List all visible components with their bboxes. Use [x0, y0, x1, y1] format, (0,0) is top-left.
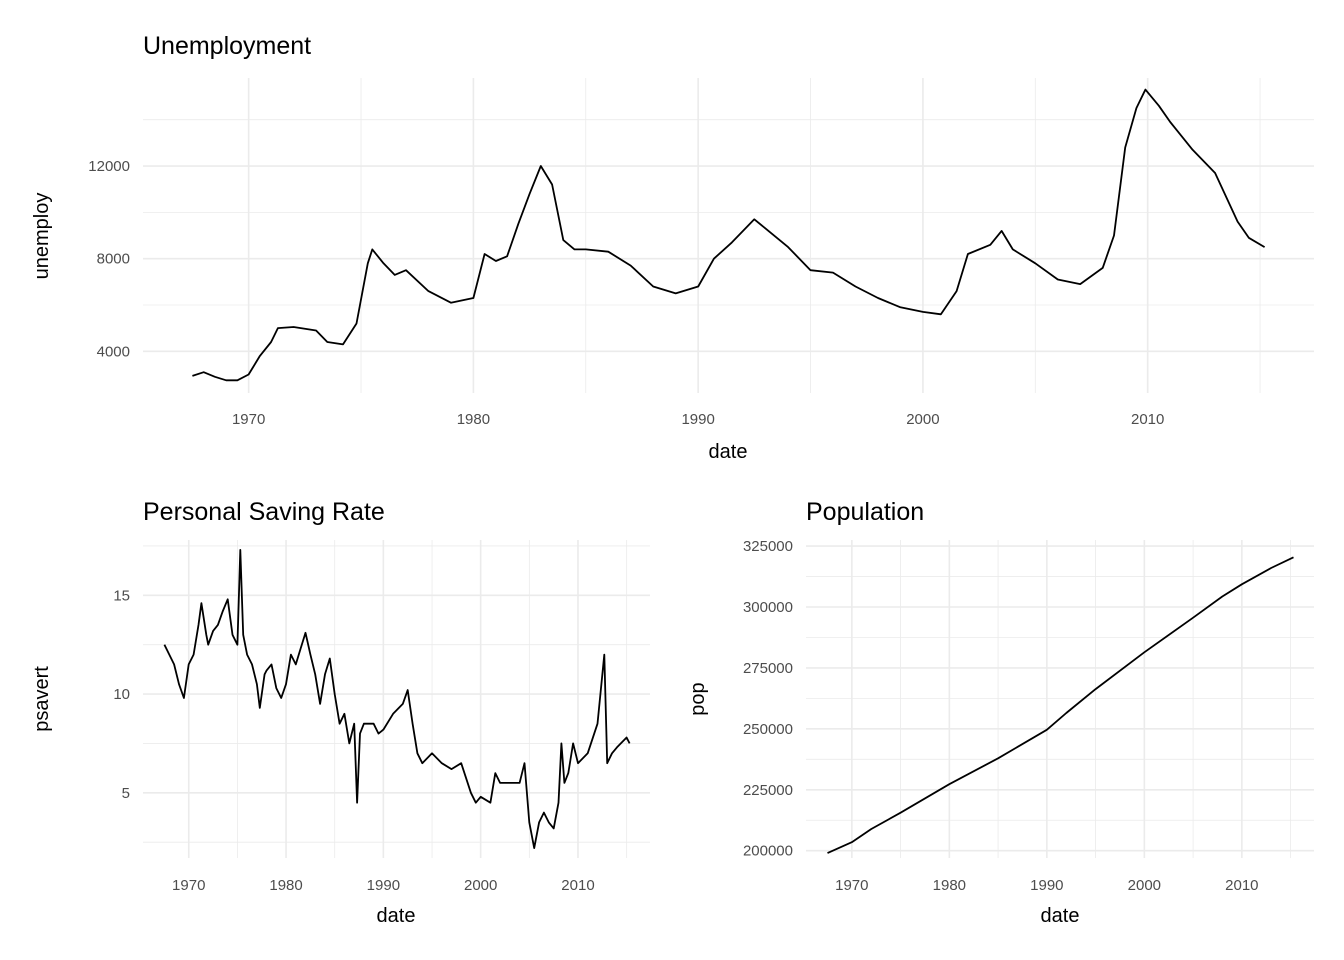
title-saving-rate: Personal Saving Rate [143, 498, 385, 526]
xtick-label-unemployment: 2010 [1131, 411, 1164, 428]
xtick-label-population: 1990 [1030, 877, 1063, 894]
ylabel-population: pop [687, 682, 709, 715]
ytick-label-population: 250000 [743, 721, 793, 738]
xtick-label-unemployment: 1970 [232, 411, 265, 428]
xtick-label-saving-rate: 1980 [269, 877, 302, 894]
panel-population: Population date pop 200000 225000 250000 27… [687, 498, 1314, 927]
xtick-label-unemployment: 2000 [906, 411, 939, 428]
ylabel-saving-rate: psavert [31, 666, 53, 732]
title-population: Population [806, 498, 924, 526]
xtick-label-saving-rate: 2000 [464, 877, 497, 894]
series-line-population [827, 556, 1294, 854]
xtick-label-population: 2010 [1225, 877, 1258, 894]
xtick-label-population: 2000 [1128, 877, 1161, 894]
ytick-label-population: 300000 [743, 599, 793, 616]
ytick-label-unemployment: 4000 [97, 343, 130, 360]
xtick-label-saving-rate: 2010 [561, 877, 594, 894]
ytick-label-saving-rate: 10 [113, 686, 130, 703]
ytick-label-population: 325000 [743, 538, 793, 555]
xtick-label-unemployment: 1990 [681, 411, 714, 428]
ytick-label-population: 275000 [743, 660, 793, 677]
ytick-label-unemployment: 12000 [88, 158, 130, 175]
ytick-label-saving-rate: 5 [122, 785, 130, 802]
xlabel-unemployment: date [709, 441, 748, 463]
ytick-label-saving-rate: 15 [113, 587, 130, 604]
panel-saving-rate: Personal Saving Rate date psavert 5 10 15 1… [31, 498, 650, 927]
xlabel-saving-rate: date [377, 905, 416, 927]
ytick-label-unemployment: 8000 [97, 251, 130, 268]
xlabel-population: date [1041, 905, 1080, 927]
xtick-label-saving-rate: 1990 [367, 877, 400, 894]
title-unemployment: Unemployment [143, 32, 311, 60]
series-line-saving-rate [163, 549, 631, 849]
ytick-label-population: 200000 [743, 843, 793, 860]
xtick-label-saving-rate: 1970 [172, 877, 205, 894]
ytick-label-population: 225000 [743, 782, 793, 799]
xtick-label-population: 1970 [835, 877, 868, 894]
xtick-label-population: 1980 [933, 877, 966, 894]
series-line-unemployment [192, 88, 1266, 382]
panel-unemployment: Unemployment date unemploy 4000 8000 12000… [31, 32, 1314, 463]
ylabel-unemployment: unemploy [31, 193, 53, 280]
xtick-label-unemployment: 1980 [457, 411, 490, 428]
